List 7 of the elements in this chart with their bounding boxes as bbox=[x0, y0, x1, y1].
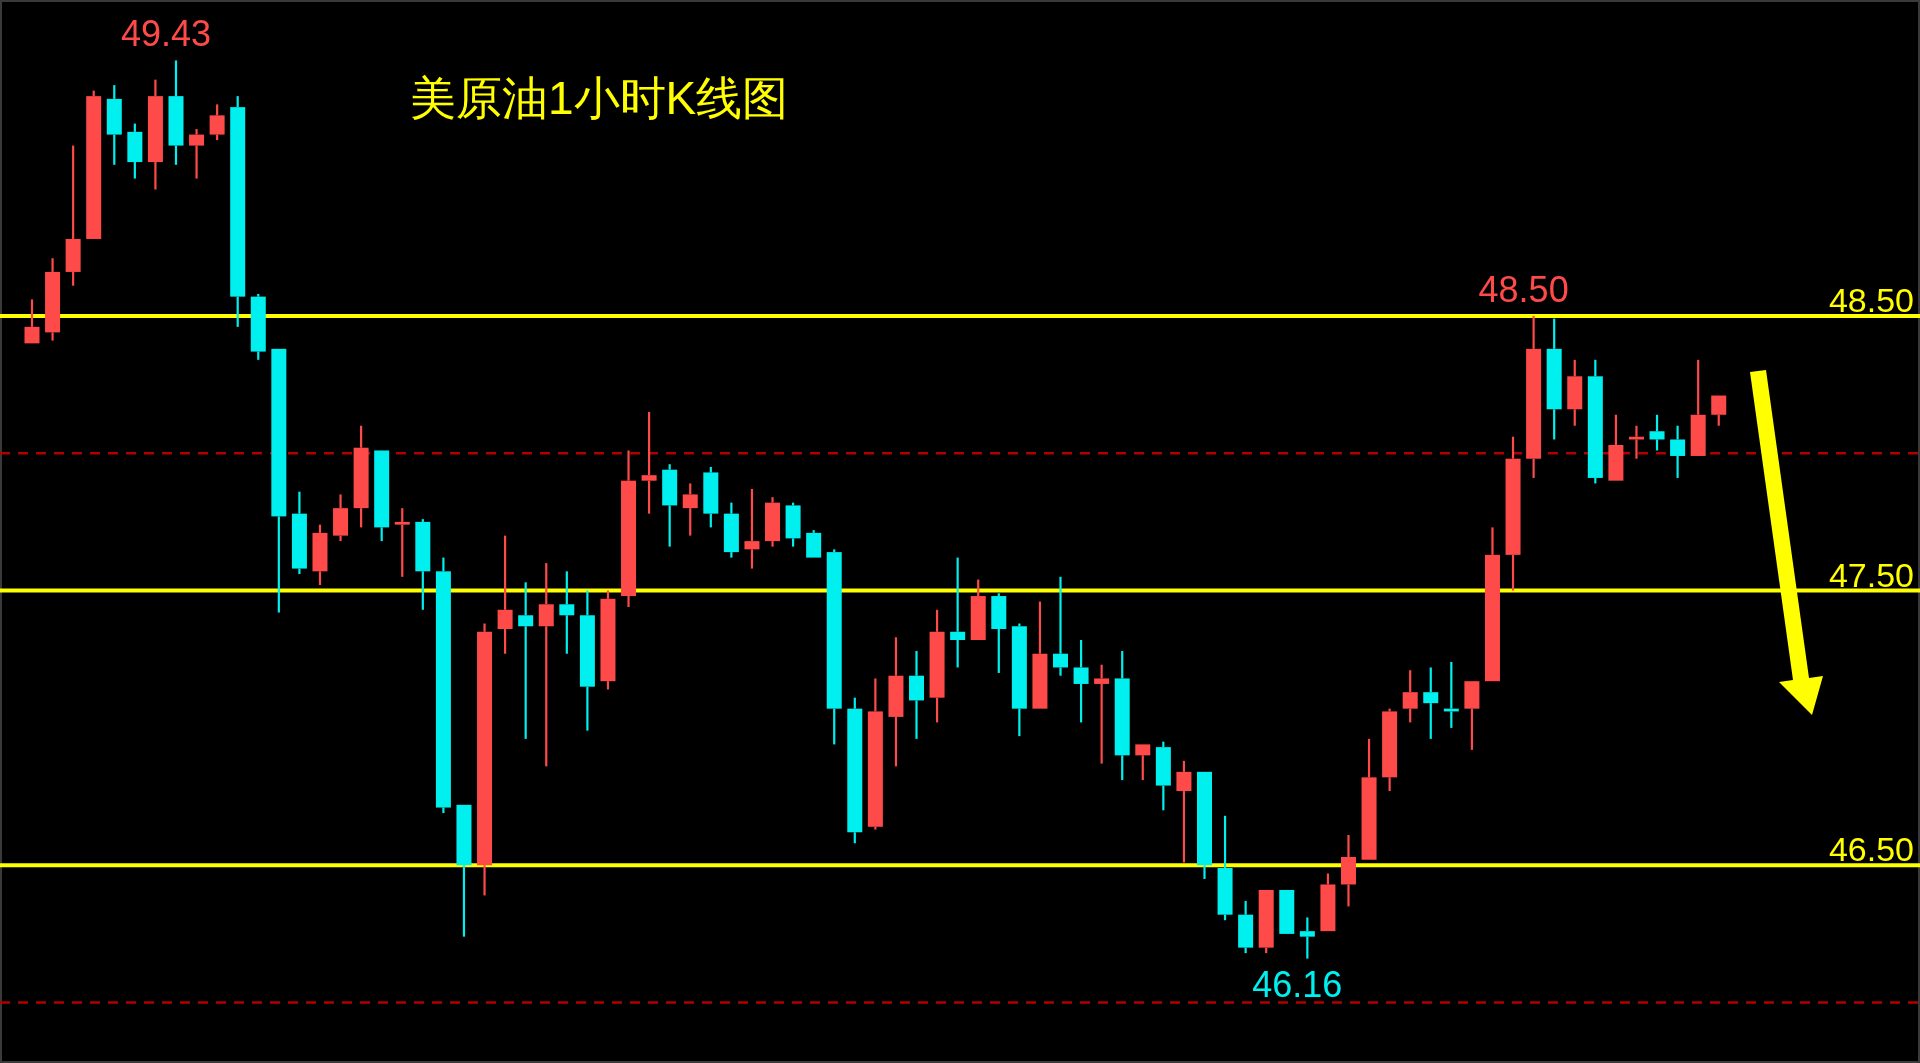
y-tick-label: 47.50 bbox=[1828, 555, 1914, 594]
annotation: 49.43 bbox=[120, 13, 212, 55]
annotation: 48.50 bbox=[1478, 268, 1569, 310]
text: 美原油1小时K线图 bbox=[410, 72, 789, 124]
y-tick-label: 48.50 bbox=[1828, 280, 1914, 319]
y-tick-label: 46.50 bbox=[1828, 830, 1914, 869]
annotation: 46.16 bbox=[1252, 963, 1343, 1005]
